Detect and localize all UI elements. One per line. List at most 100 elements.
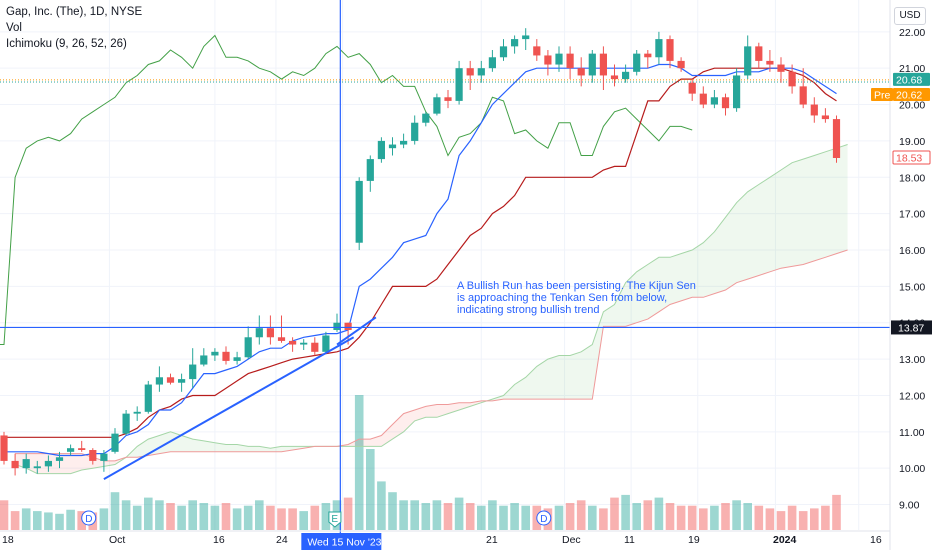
event-marker-label: E: [331, 514, 338, 525]
candle: [55, 451, 64, 469]
cloud-segment: [503, 384, 515, 400]
candle-body: [788, 71, 796, 87]
candle: [622, 64, 630, 83]
candle-body: [300, 342, 308, 345]
candle-body: [211, 351, 219, 356]
candle: [122, 410, 130, 436]
candle-body: [11, 460, 19, 469]
candle: [488, 50, 496, 72]
crosshair-price-tag-text: 13.87: [898, 322, 924, 334]
dividend-marker-shape: [536, 510, 552, 526]
volume-bar: [432, 500, 442, 530]
candle-body: [166, 377, 175, 383]
volume-bar: [388, 492, 397, 530]
chikou-span-line: [0, 34, 693, 345]
price-axis: 9.0010.0011.0012.0013.0014.0015.0016.001…: [871, 0, 932, 550]
candle-body: [666, 39, 674, 61]
cloud-segment: [103, 460, 115, 467]
candle-body: [67, 448, 75, 452]
price-tick-label: 15.00: [899, 281, 925, 293]
candle: [255, 315, 263, 345]
candle-body: [799, 86, 807, 105]
candle: [533, 39, 541, 61]
volume-bar: [743, 503, 752, 530]
volume-bar: [377, 481, 386, 530]
candle-body: [466, 68, 474, 76]
candle-body: [122, 413, 130, 434]
candle: [44, 455, 52, 472]
candle: [733, 68, 741, 112]
event-marker-label: D: [540, 514, 547, 525]
cloud-segment: [758, 177, 770, 276]
price-tick-label: 11.00: [899, 427, 925, 439]
candle-body: [100, 453, 108, 461]
cloud-segment: [647, 257, 659, 320]
price-tick-label: 18.00: [899, 172, 925, 184]
volume-bar: [643, 500, 653, 530]
candle-body: [266, 328, 274, 338]
candle-body: [411, 122, 419, 141]
candle-body: [699, 93, 707, 105]
candle-body: [555, 53, 563, 65]
volume-bar: [354, 395, 364, 530]
candle-body: [733, 75, 741, 109]
candle: [333, 313, 341, 332]
cloud-segment: [448, 402, 460, 414]
volume-bar: [199, 503, 209, 530]
price-tick-label: 16.00: [899, 245, 925, 257]
volume-bar: [399, 500, 408, 530]
volume-bar: [454, 497, 464, 530]
candle-body: [744, 46, 752, 76]
volume-bar: [665, 503, 675, 530]
annotation-line-3: indicating strong bullish trend: [457, 304, 600, 316]
candle: [78, 440, 86, 452]
candle: [400, 133, 408, 149]
cloud-segment: [547, 355, 559, 400]
candle-body: [766, 60, 774, 65]
volume-bar: [99, 508, 109, 530]
volume-bar: [477, 505, 486, 530]
close-price-tag-text: 18.53: [896, 153, 922, 165]
candle: [710, 90, 718, 109]
candle-body: [433, 97, 441, 114]
volume-bar: [499, 505, 508, 530]
last-price-tag-bg: [893, 72, 930, 86]
cloud-segment: [592, 311, 604, 400]
candle: [799, 68, 807, 109]
candle: [189, 348, 197, 389]
candle-body: [344, 322, 352, 330]
candle-body: [133, 411, 141, 414]
volume-bar: [110, 492, 120, 530]
candle-body: [0, 435, 8, 461]
cloud-segment: [214, 442, 226, 452]
volume-bar: [55, 513, 64, 530]
cloud-segment: [70, 453, 82, 474]
volume-bar: [155, 500, 164, 530]
time-tick-label: 16: [870, 534, 882, 546]
senkou-span-a-line: [14, 144, 848, 475]
volume-bar: [621, 494, 630, 530]
candle-body: [455, 68, 463, 101]
crosshair-date-tag: Wed 15 Nov '23: [301, 533, 382, 550]
cloud-segment: [681, 250, 693, 301]
volume-bar: [21, 508, 31, 530]
time-tick-label: Oct: [109, 534, 125, 546]
volume-bar: [232, 508, 242, 530]
volume-bar: [765, 508, 775, 530]
volume-bar: [44, 512, 53, 530]
cloud-segment: [37, 453, 49, 474]
candle-body: [111, 433, 119, 452]
price-tick-label: 12.00: [899, 390, 925, 402]
candle-body: [477, 68, 485, 76]
candles: [0, 28, 841, 476]
cloud-segment: [536, 359, 548, 400]
volume-bar: [832, 494, 841, 530]
crosshair-date-tag-text: Wed 15 Nov '23: [307, 537, 381, 549]
cloud-segment: [192, 439, 204, 452]
currency-button[interactable]: USD: [894, 7, 926, 25]
cloud-segment: [425, 404, 437, 418]
candle: [577, 57, 585, 87]
volume-bar: [687, 505, 697, 530]
candle: [166, 373, 175, 385]
